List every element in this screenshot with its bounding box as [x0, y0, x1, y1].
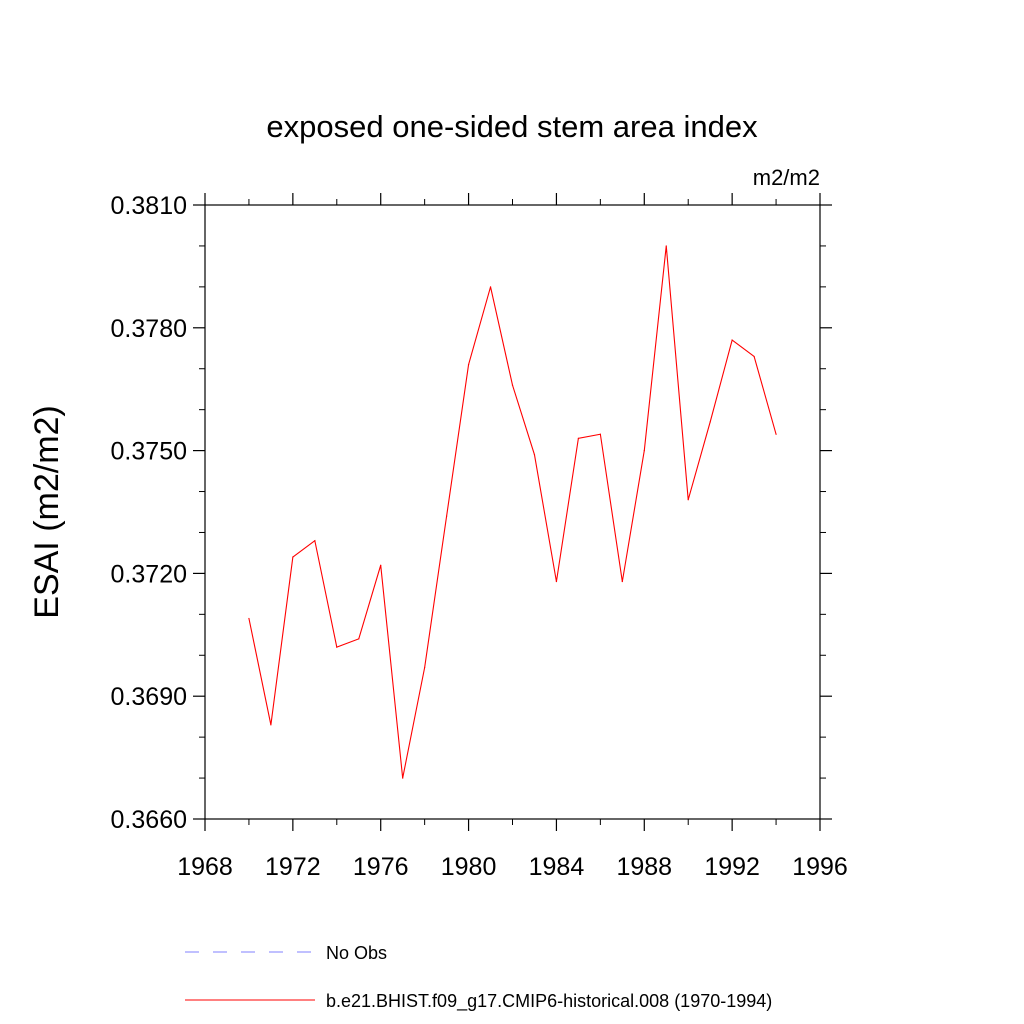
data-point	[467, 364, 470, 366]
data-point	[292, 556, 294, 558]
data-point	[314, 540, 316, 542]
x-tick-label: 1984	[529, 853, 585, 881]
data-point	[731, 339, 733, 341]
data-point	[643, 450, 645, 452]
data-point	[336, 646, 338, 648]
data-point	[424, 666, 426, 669]
y-tick-label: 0.3780	[111, 315, 187, 343]
y-axis-label: ESAI (m2/m2)	[28, 405, 66, 618]
data-point	[577, 437, 579, 439]
data-point	[446, 515, 448, 517]
y-tick-labels: 0.3660 0.3690 0.3720 0.3750 0.3780 0.3810	[111, 192, 187, 834]
x-tick-label: 1976	[353, 853, 409, 881]
y-tick-label: 0.3660	[111, 806, 187, 834]
data-point	[270, 724, 272, 726]
data-point	[248, 617, 250, 620]
y-tick-label: 0.3750	[111, 438, 187, 466]
data-point	[775, 433, 777, 435]
data-point	[687, 499, 689, 501]
x-tick-label: 1968	[177, 853, 233, 881]
y-tick-label: 0.3810	[111, 192, 187, 220]
data-point	[665, 245, 667, 247]
legend-label: b.e21.BHIST.f09_g17.CMIP6-historical.008…	[326, 991, 772, 1012]
legend-label: No Obs	[326, 943, 387, 963]
data-point	[489, 286, 492, 288]
x-tick-label: 1972	[265, 853, 321, 881]
data-point	[753, 355, 755, 358]
x-tick-label: 1980	[441, 853, 497, 881]
y-tick-label: 0.3720	[111, 560, 187, 588]
x-tick-label: 1988	[616, 853, 672, 881]
series-layer	[248, 245, 777, 779]
x-tick-labels: 1968 1972 1976 1980 1984 1988 1992 1996	[177, 853, 848, 881]
data-point	[599, 433, 601, 435]
plot-frame	[204, 204, 821, 820]
y-tick-label: 0.3690	[111, 683, 187, 711]
x-tick-label: 1996	[792, 853, 848, 881]
x-tick-label: 1992	[704, 853, 760, 881]
legend: No Obs b.e21.BHIST.f09_g17.CMIP6-historic…	[185, 943, 772, 1012]
data-point	[380, 564, 382, 566]
chart-title: exposed one-sided stem area index	[266, 109, 758, 144]
data-point	[533, 454, 536, 456]
data-point	[621, 580, 623, 583]
axis-ticks	[193, 193, 832, 831]
data-point	[402, 777, 404, 779]
data-point	[555, 580, 558, 583]
data-point	[358, 638, 360, 640]
series-line	[248, 245, 777, 779]
units-label: m2/m2	[753, 165, 820, 190]
data-point	[709, 421, 711, 423]
data-point	[511, 384, 514, 386]
